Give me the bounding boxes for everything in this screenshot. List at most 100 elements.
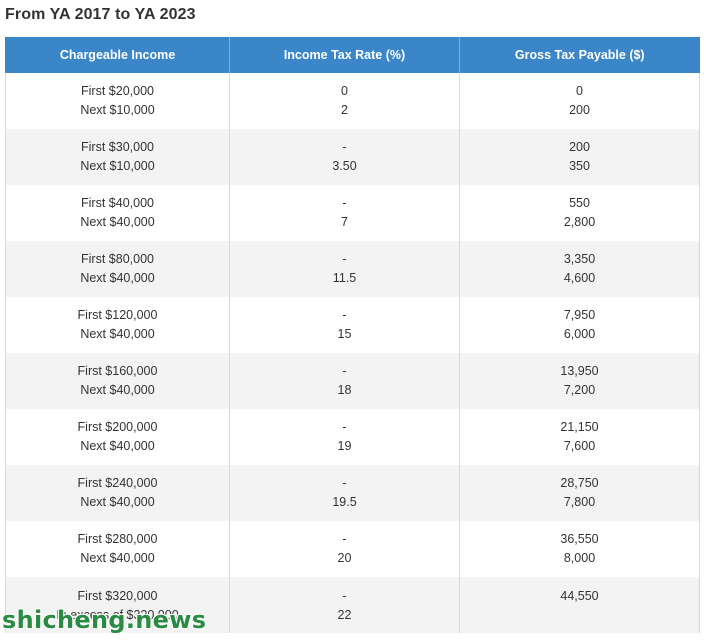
payable-cell-line: 2,800	[563, 215, 596, 229]
income-cell: First $160,000 Next $40,000	[5, 353, 230, 409]
tax-rate-table: Chargeable Income Income Tax Rate (%) Gr…	[5, 37, 700, 633]
table-row: First $40,000 Next $40,000-7 550 2,800	[5, 185, 700, 241]
income-cell: First $280,000 Next $40,000	[5, 521, 230, 577]
header-chargeable-income: Chargeable Income	[5, 37, 230, 73]
payable-cell-line: 8,000	[563, 551, 596, 565]
payable-cell-line: 4,600	[563, 271, 596, 285]
payable-cell: 44,550	[459, 577, 700, 633]
income-cell: First $320,000 In excess of $320,000	[5, 577, 230, 633]
payable-cell-line: 7,200	[563, 383, 596, 397]
income-cell-line: Next $40,000	[80, 551, 155, 565]
payable-cell-line: 7,950	[563, 308, 596, 322]
income-cell-line: First $320,000	[77, 589, 158, 603]
income-cell: First $40,000 Next $40,000	[5, 185, 230, 241]
income-cell: First $30,000 Next $10,000	[5, 129, 230, 185]
income-cell-line: First $200,000	[77, 420, 158, 434]
payable-cell-line: 200	[569, 103, 590, 117]
watermark: shicheng.news	[2, 606, 207, 634]
payable-cell-line: 350	[569, 159, 590, 173]
payable-cell: 36,550 8,000	[459, 521, 700, 577]
rate-cell: - 19	[229, 409, 460, 465]
rate-cell: - 11.5	[229, 241, 460, 297]
rate-cell-line: 0	[341, 84, 348, 98]
payable-cell: 3,350 4,600	[459, 241, 700, 297]
income-cell-line: Next $40,000	[80, 495, 155, 509]
payable-cell-line: 6,000	[563, 327, 596, 341]
rate-cell-line: 19.5	[332, 495, 357, 509]
table-row: First $320,000 In excess of $320,000 - 22 44…	[5, 577, 700, 633]
rate-cell: - 19.5	[229, 465, 460, 521]
rate-cell: - 22	[229, 577, 460, 633]
rate-cell-line: -	[342, 476, 347, 490]
income-cell: First $80,000 Next $40,000	[5, 241, 230, 297]
table-row: First $280,000 Next $40,000 - 20 36,550 8,000	[5, 521, 700, 577]
table-row: First $120,000 Next $40,000 - 15 7,950 6,000	[5, 297, 700, 353]
rate-cell-line: 20	[337, 551, 352, 565]
page-title: From YA 2017 to YA 2023	[5, 6, 196, 23]
table-row: First $160,000 Next $40,000 - 18 13,950 7,200	[5, 353, 700, 409]
rate-cell-line: -	[342, 252, 347, 266]
payable-cell: 200 350	[459, 129, 700, 185]
income-cell-line: First $160,000	[77, 364, 158, 378]
payable-cell-line: 0	[576, 84, 583, 98]
income-cell: First $240,000 Next $40,000	[5, 465, 230, 521]
income-cell-line: First $120,000	[77, 308, 158, 322]
rate-cell: -7	[229, 185, 460, 241]
income-cell: First $120,000 Next $40,000	[5, 297, 230, 353]
rate-cell: - 3.50	[229, 129, 460, 185]
rate-cell-line: 3.50	[332, 159, 357, 173]
payable-cell-line: 13,950	[560, 364, 599, 378]
rate-cell-line: -	[342, 532, 347, 546]
income-cell-line: Next $40,000	[80, 215, 155, 229]
rate-cell-line: 19	[337, 439, 352, 453]
income-cell-line: First $40,000	[81, 196, 154, 210]
income-cell: First $200,000 Next $40,000	[5, 409, 230, 465]
payable-cell-line: 200	[569, 140, 590, 154]
rate-cell-line: -	[342, 364, 347, 378]
income-cell-line: Next $10,000	[80, 103, 155, 117]
payable-cell: 21,150 7,600	[459, 409, 700, 465]
payable-cell: 28,750 7,800	[459, 465, 700, 521]
table-row: First $20,000 Next $10,000 0 2 0 200	[5, 73, 700, 129]
income-cell-line: Next $40,000	[80, 327, 155, 341]
payable-cell-line: 3,350	[563, 252, 596, 266]
income-cell-line: Next $40,000	[80, 271, 155, 285]
payable-cell: 550 2,800	[459, 185, 700, 241]
income-cell-line: In excess of $320,000	[56, 608, 179, 622]
payable-cell: 13,950 7,200	[459, 353, 700, 409]
payable-cell: 0 200	[459, 73, 700, 129]
table-header-row: Chargeable Income Income Tax Rate (%) Gr…	[5, 37, 700, 73]
rate-cell: - 18	[229, 353, 460, 409]
income-cell: First $20,000 Next $10,000	[5, 73, 230, 129]
header-gross-tax-payable: Gross Tax Payable ($)	[459, 37, 700, 73]
rate-cell-line: -	[342, 140, 347, 154]
rate-cell-line: 15	[337, 327, 352, 341]
rate-cell-line: -	[342, 589, 347, 603]
rate-cell-line: 11.5	[332, 271, 357, 285]
income-cell-line: First $20,000	[81, 84, 154, 98]
payable-cell-line: 550	[569, 196, 590, 210]
rate-cell: - 20	[229, 521, 460, 577]
payable-cell-line: 28,750	[560, 476, 599, 490]
table-row: First $80,000 Next $40,000 - 11.5 3,350 4,600	[5, 241, 700, 297]
payable-cell: 7,950 6,000	[459, 297, 700, 353]
payable-cell-line: 36,550	[560, 532, 599, 546]
table-row: First $200,000 Next $40,000 - 19 21,150 7,600	[5, 409, 700, 465]
payable-cell-line: 7,600	[563, 439, 596, 453]
table-row: First $30,000 Next $10,000-3.50 200 350	[5, 129, 700, 185]
rate-cell-line: -	[342, 420, 347, 434]
income-cell-line: First $80,000	[81, 252, 154, 266]
payable-cell-line: 7,800	[563, 495, 596, 509]
income-cell-line: First $280,000	[77, 532, 158, 546]
rate-cell: - 15	[229, 297, 460, 353]
table-row: First $240,000 Next $40,000 - 19.5 28,750 7,8…	[5, 465, 700, 521]
rate-cell-line: 2	[341, 103, 348, 117]
rate-cell-line: 18	[337, 383, 352, 397]
rate-cell-line: -	[342, 196, 347, 210]
income-cell-line: Next $40,000	[80, 383, 155, 397]
payable-cell-line: 21,150	[560, 420, 599, 434]
income-cell-line: Next $40,000	[80, 439, 155, 453]
rate-cell-line: 7	[341, 215, 348, 229]
rate-cell-line: 22	[337, 608, 352, 622]
